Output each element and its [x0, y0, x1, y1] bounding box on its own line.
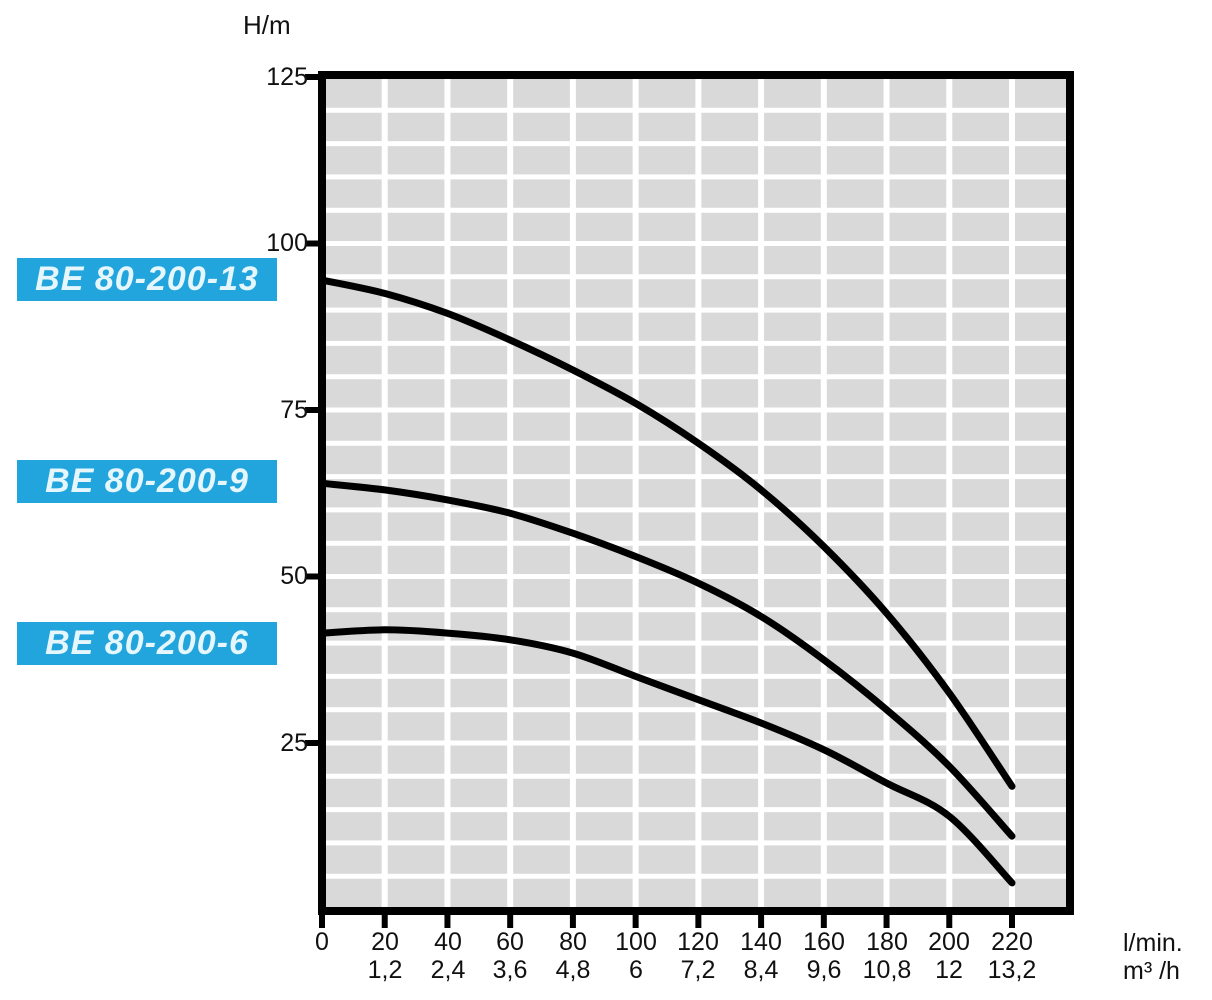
- x-axis-unit-m3h-label: m³ /h: [1123, 957, 1180, 985]
- y-tick-label: 25: [280, 729, 308, 757]
- x-tick-label-lmin: 220: [991, 928, 1033, 956]
- x-tick-label-m3h: 6: [629, 956, 643, 984]
- x-tick-label-m3h: 8,4: [743, 956, 779, 984]
- x-tick-label-lmin: 0: [315, 928, 329, 956]
- x-tick-label-lmin: 60: [496, 928, 524, 956]
- plot-border: [318, 71, 1074, 915]
- x-tick-label-lmin: 200: [928, 928, 970, 956]
- x-tick-label-lmin: 20: [371, 928, 399, 956]
- x-tick-label-lmin: 100: [615, 928, 657, 956]
- y-axis-unit-label: H/m: [243, 10, 291, 40]
- curve-be-80-200-6: [318, 626, 1016, 887]
- pump-label-be-80-200-13: BE 80-200-13: [17, 258, 277, 301]
- y-tick-label: 100: [266, 229, 308, 257]
- x-tick-label-m3h: 9,6: [806, 956, 842, 984]
- x-tick-label-m3h: 1,2: [367, 956, 403, 984]
- x-tick-label-lmin: 120: [677, 928, 719, 956]
- x-tick-label-m3h: 2,4: [430, 956, 466, 984]
- pump-label-be-80-200-9: BE 80-200-9: [17, 460, 277, 503]
- x-tick-label-m3h: 7,2: [680, 956, 716, 984]
- x-tick-label-m3h: 12: [935, 956, 963, 984]
- x-tick-label-lmin: 140: [740, 928, 782, 956]
- x-tick-label-lmin: 40: [434, 928, 462, 956]
- curve-be-80-200-13: [318, 276, 1016, 790]
- x-tick-label-m3h: 3,6: [492, 956, 528, 984]
- x-tick-label-lmin: 160: [803, 928, 845, 956]
- y-tick-label: 50: [280, 562, 308, 590]
- y-tick-label: 75: [280, 396, 308, 424]
- curve-be-80-200-9: [318, 479, 1016, 840]
- x-axis-unit-lmin-label: l/min.: [1123, 929, 1183, 957]
- x-tick-label-m3h: 13,2: [987, 956, 1037, 984]
- y-tick-label: 125: [266, 63, 308, 91]
- x-tick-label-m3h: 10,8: [862, 956, 912, 984]
- x-tick-label-lmin: 80: [559, 928, 587, 956]
- pump-label-be-80-200-6: BE 80-200-6: [17, 622, 277, 665]
- x-tick-label-lmin: 180: [866, 928, 908, 956]
- x-tick-label-m3h: 4,8: [555, 956, 591, 984]
